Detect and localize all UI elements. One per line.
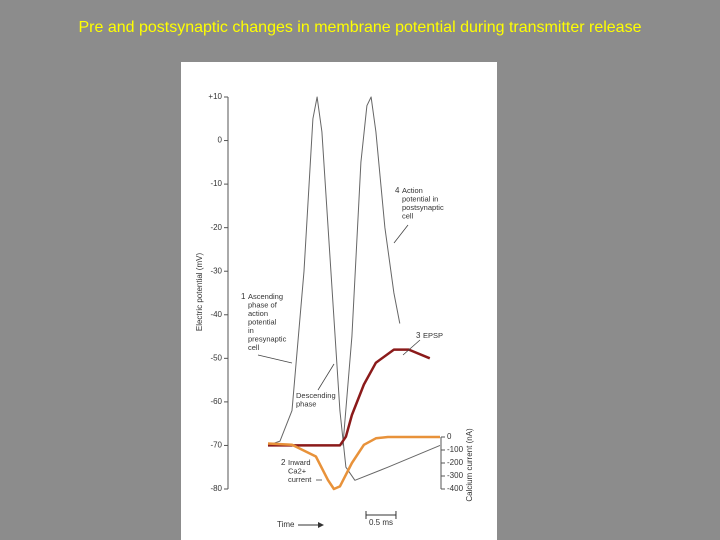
y2-tick-label: -400 [447,484,464,493]
y-tick-label: -10 [210,179,222,188]
y-tick-label: -60 [210,397,222,406]
y-tick-label: -20 [210,223,222,232]
time-arrow-head [318,522,324,528]
y-tick-label: -40 [210,310,222,319]
y2-tick-label: -100 [447,445,464,454]
y-tick-label: -30 [210,266,222,275]
annotation-text: cell [248,343,260,352]
annotation-text: current [288,475,312,484]
annotation-leader [317,363,335,391]
annotation-text: Descending [296,391,336,400]
annotation-text: Ascending [248,292,283,301]
y2-axis-label: Calcium current (nA) [465,428,474,502]
series-line [267,435,440,491]
annotation-text: cell [402,211,414,220]
annotation-text: potential in [402,194,438,203]
y2-tick-label: -200 [447,458,464,467]
annotation-text: in [248,326,254,335]
annotation-text: phase of [248,300,278,309]
annotation-number: 1 [241,292,246,301]
y-tick-label: 0 [218,136,223,145]
y-tick-label: -70 [210,441,222,450]
annotation-text: postsynaptic [402,203,444,212]
y-tick-label: +10 [208,92,222,101]
slide-title: Pre and postsynaptic changes in membrane… [79,19,642,36]
annotation-leader [393,224,409,244]
figure-panel [181,62,497,540]
y2-tick-label: 0 [447,432,452,441]
series-line [342,96,401,446]
y-tick-label: -50 [210,353,222,362]
annotation-text: presynaptic [248,334,287,343]
annotation-text: potential [248,317,277,326]
annotation-text: phase [296,399,316,408]
y2-tick-label: -300 [447,471,464,480]
annotation-leader [257,354,293,364]
annotation-text: action [248,309,268,318]
scale-bar-label: 0.5 ms [369,518,393,527]
series-line [268,348,431,447]
annotation-text: Inward [288,458,311,467]
annotation-number: 3 [416,331,421,340]
series-line [267,96,441,481]
x-axis-label: Time [277,520,295,529]
annotation-leader [402,339,421,356]
y-axis-label: Electric potential (mV) [195,253,204,332]
y-tick-label: -80 [210,484,222,493]
annotation-text: Action [402,186,423,195]
annotation-number: 4 [395,186,400,195]
annotation-text: Ca2+ [288,466,307,475]
annotation-text: EPSP [423,331,443,340]
annotation-number: 2 [281,458,286,467]
